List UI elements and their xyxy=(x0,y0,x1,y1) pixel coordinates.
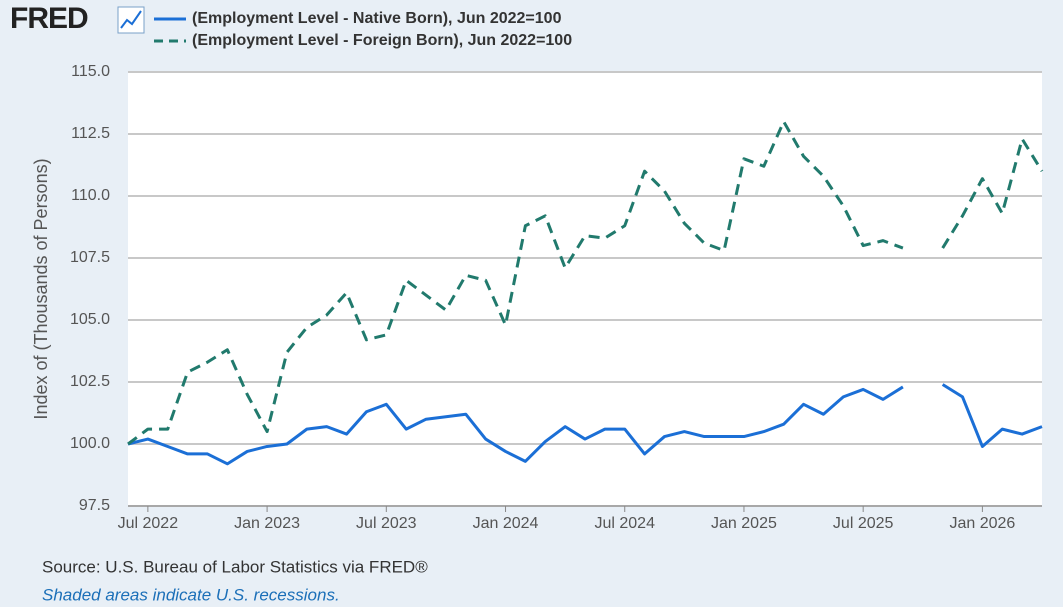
x-tick-label: Jan 2025 xyxy=(711,515,777,532)
y-tick-label: 107.5 xyxy=(70,249,110,266)
y-tick-label: 97.5 xyxy=(79,497,110,514)
y-tick-label: 115.0 xyxy=(71,63,110,80)
x-tick-label: Jul 2022 xyxy=(118,515,179,532)
plot-area xyxy=(128,72,1042,506)
y-axis-title: Index of (Thousands of Persons) xyxy=(31,158,51,419)
source: Source: U.S. Bureau of Labor Statistics … xyxy=(42,557,428,576)
series-line xyxy=(127,383,1043,466)
y-tick-label: 110.0 xyxy=(71,187,110,204)
x-tick-label: Jul 2024 xyxy=(594,515,655,532)
y-tick-label: 102.5 xyxy=(70,373,110,390)
logo-icon xyxy=(117,6,145,34)
legend-label: (Employment Level - Native Born), Jun 20… xyxy=(192,10,562,27)
legend-label: (Employment Level - Foreign Born), Jun 2… xyxy=(192,32,572,49)
x-tick-label: Jan 2026 xyxy=(949,515,1015,532)
x-tick-label: Jan 2023 xyxy=(234,515,300,532)
x-tick-label: Jul 2025 xyxy=(833,515,894,532)
y-tick-label: 105.0 xyxy=(70,311,110,328)
y-tick-label: 112.5 xyxy=(71,125,110,142)
y-tick-label: 100.0 xyxy=(70,435,110,452)
series-line xyxy=(127,120,1044,446)
logo: FRED xyxy=(10,2,88,35)
x-tick-label: Jan 2024 xyxy=(473,515,539,532)
note: Shaded areas indicate U.S. recessions. xyxy=(42,585,340,604)
x-tick-label: Jul 2023 xyxy=(356,515,417,532)
